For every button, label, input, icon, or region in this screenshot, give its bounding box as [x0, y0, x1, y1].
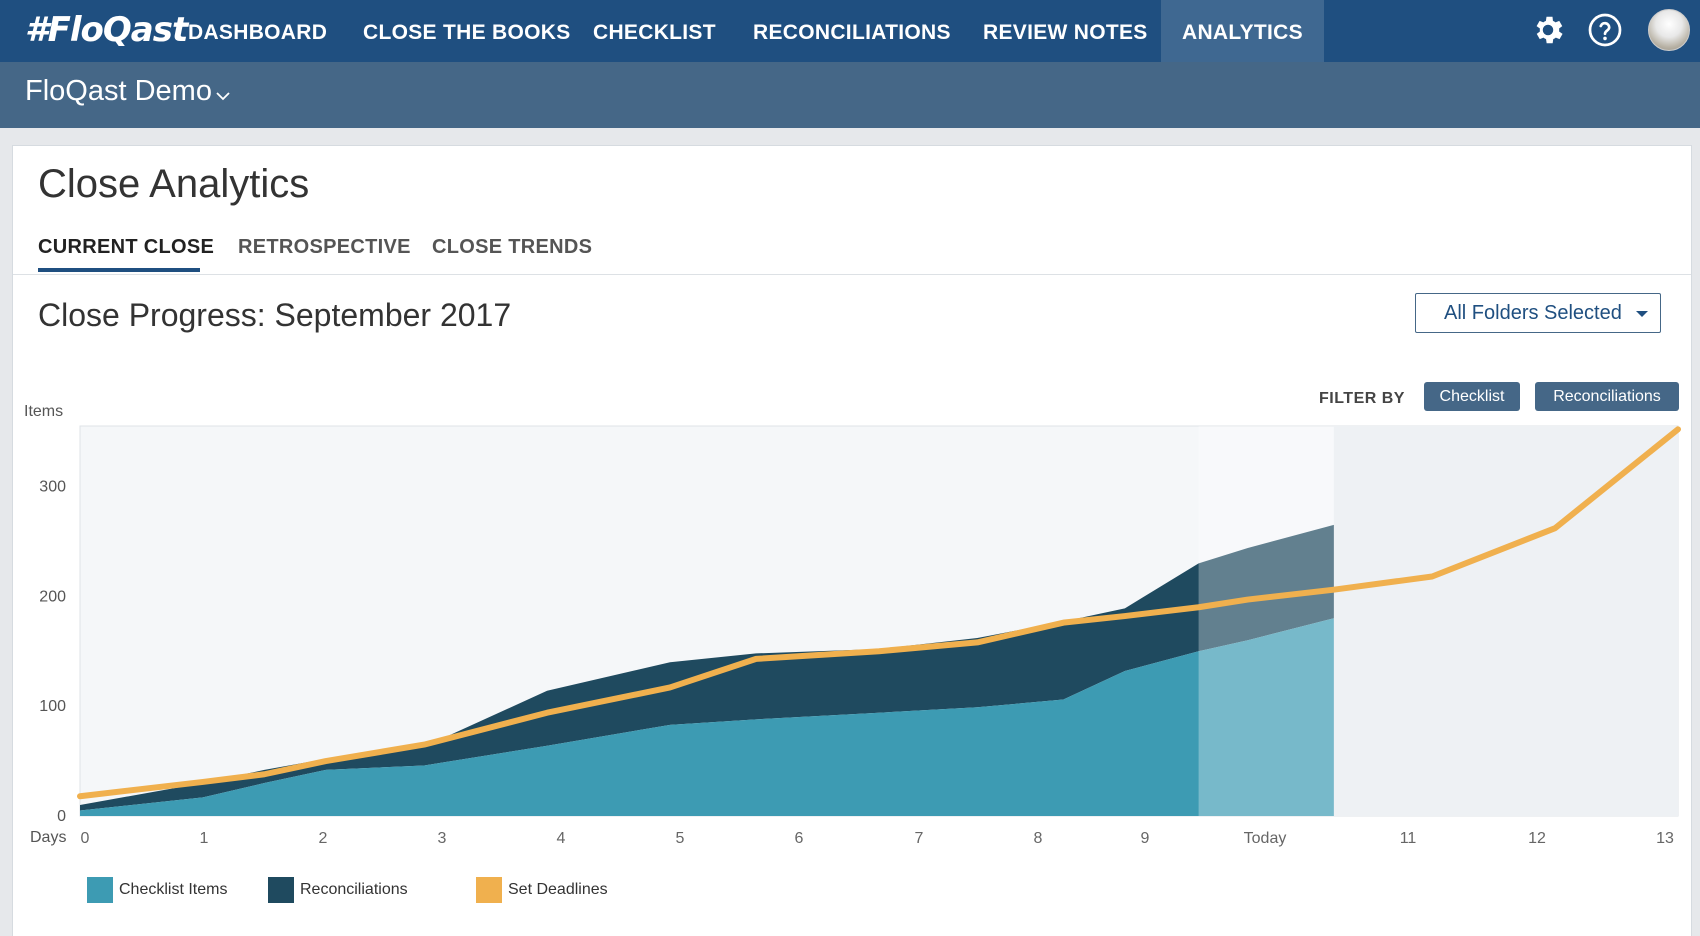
nav-dashboard[interactable]: DASHBOARD [188, 21, 328, 44]
reconciliations-area [80, 524, 1334, 811]
org-switcher[interactable]: FloQast Demo [25, 75, 212, 107]
nav-close-the-books[interactable]: CLOSE THE BOOKS [363, 21, 571, 44]
nav-review-notes[interactable]: REVIEW NOTES [983, 21, 1148, 44]
folder-select[interactable]: All Folders Selected [1415, 293, 1661, 333]
x-tick-label: 1 [200, 830, 209, 847]
x-tick-label: 13 [1656, 830, 1674, 847]
x-tick-label: 12 [1528, 830, 1546, 847]
active-tab-indicator [38, 268, 200, 272]
y-tick-label: 300 [39, 478, 66, 495]
page-title: Close Analytics [38, 162, 310, 206]
legend-set-deadlines: Set Deadlines [476, 877, 608, 903]
legend-checklist-items: Checklist Items [87, 877, 227, 903]
tab-current-close[interactable]: CURRENT CLOSE [38, 236, 215, 258]
tabs-divider [13, 274, 1691, 275]
tab-retrospective[interactable]: RETROSPECTIVE [238, 236, 411, 258]
y-axis-label: Items [24, 403, 63, 420]
x-tick-label: 6 [795, 830, 804, 847]
legend-label: Checklist Items [119, 881, 228, 898]
help-icon[interactable] [1587, 12, 1623, 48]
y-tick-label: 200 [39, 588, 66, 605]
legend-reconciliations: Reconciliations [268, 877, 408, 903]
x-tick-label: Today [1244, 830, 1287, 847]
x-tick-label: 7 [915, 830, 924, 847]
legend-swatch [268, 877, 294, 903]
y-tick-label: 100 [39, 698, 66, 715]
nav-checklist[interactable]: CHECKLIST [593, 21, 716, 44]
x-tick-label: 2 [319, 830, 328, 847]
checklist-items-area [80, 618, 1334, 816]
filter-label: FILTER BY [1319, 390, 1405, 407]
x-tick-label: 8 [1034, 830, 1043, 847]
nav-reconciliations[interactable]: RECONCILIATIONS [753, 21, 951, 44]
x-tick-label: 0 [81, 830, 90, 847]
avatar[interactable] [1648, 9, 1690, 51]
caret-down-icon [1636, 311, 1648, 317]
legend-swatch [87, 877, 113, 903]
nav-analytics[interactable]: ANALYTICS [1161, 0, 1324, 62]
set-deadlines-line [77, 426, 1681, 800]
filter-checklist-button[interactable]: Checklist [1424, 382, 1520, 411]
floqast-logo[interactable]: #FloQast [25, 10, 188, 50]
section-title: Close Progress: September 2017 [38, 297, 512, 333]
x-tick-label: 11 [1400, 830, 1417, 847]
x-tick-label: 3 [438, 830, 447, 847]
legend-label: Reconciliations [300, 881, 408, 898]
x-axis-label: Days [30, 829, 66, 846]
gear-icon[interactable] [1530, 12, 1566, 48]
x-tick-label: 5 [676, 830, 685, 847]
x-tick-label: 9 [1141, 830, 1150, 847]
y-tick-label: 0 [57, 808, 66, 825]
chevron-down-icon[interactable] [214, 87, 232, 105]
top-nav: #FloQast DASHBOARD CLOSE THE BOOKS CHECK… [0, 0, 1700, 62]
filter-reconciliations-button[interactable]: Reconciliations [1535, 382, 1679, 411]
org-bar: FloQast Demo [0, 62, 1700, 128]
legend-label: Set Deadlines [508, 881, 608, 898]
today-highlight [1198, 426, 1334, 816]
folder-select-label: All Folders Selected [1444, 302, 1622, 324]
legend-swatch [476, 877, 502, 903]
tab-close-trends[interactable]: CLOSE TRENDS [432, 236, 593, 258]
x-tick-label: 4 [557, 830, 566, 847]
future-region [1333, 426, 1678, 816]
